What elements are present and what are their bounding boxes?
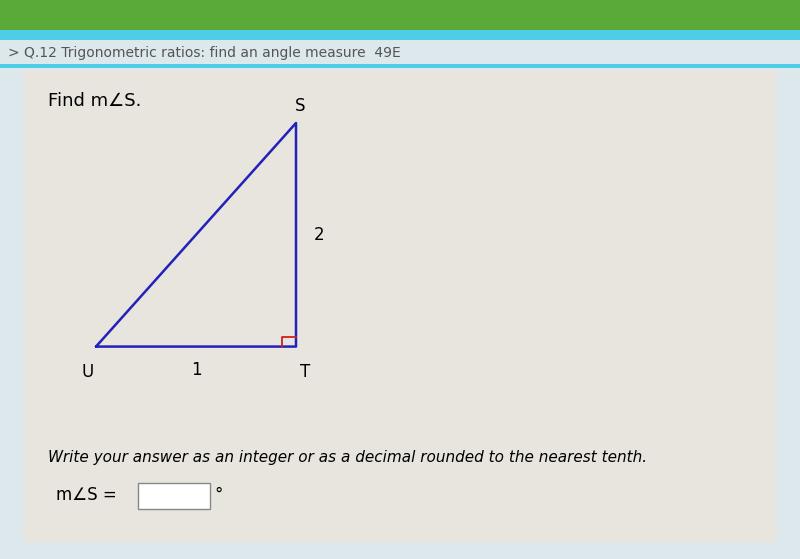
Text: °: ° bbox=[214, 486, 222, 504]
Bar bbox=[24, 70, 776, 542]
Text: S: S bbox=[294, 97, 306, 115]
FancyBboxPatch shape bbox=[138, 483, 210, 509]
Text: 1: 1 bbox=[190, 361, 202, 378]
Bar bbox=[0, 0, 800, 30]
Text: 2: 2 bbox=[314, 226, 324, 244]
Bar bbox=[0, 30, 800, 40]
Text: > Q.12 Trigonometric ratios: find an angle measure  49E: > Q.12 Trigonometric ratios: find an ang… bbox=[8, 46, 401, 60]
Bar bbox=[0, 64, 800, 68]
Text: Write your answer as an integer or as a decimal rounded to the nearest tenth.: Write your answer as an integer or as a … bbox=[48, 450, 647, 465]
Text: T: T bbox=[300, 363, 310, 381]
Text: Find m∠S.: Find m∠S. bbox=[48, 92, 142, 110]
Text: m∠S =: m∠S = bbox=[56, 486, 117, 504]
Text: U: U bbox=[81, 363, 94, 381]
